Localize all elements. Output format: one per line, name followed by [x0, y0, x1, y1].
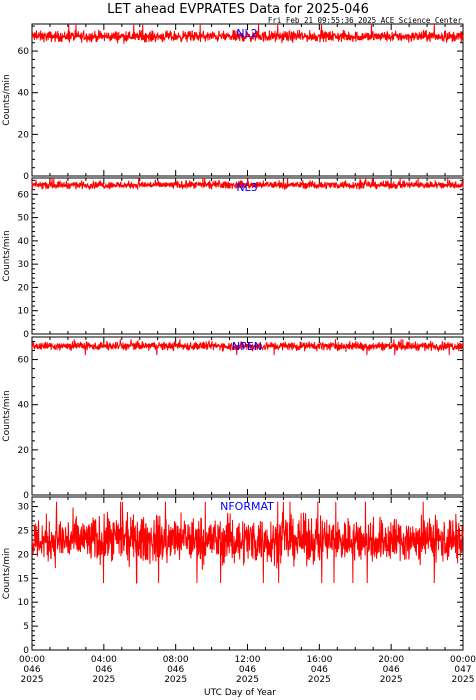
panel-nformat: 0 5 10 15 20 25 30 Counts/min NFORMAT — [2, 496, 464, 656]
x-tick-line: 2025 — [164, 675, 187, 685]
y-tick-label: 60 — [18, 47, 30, 57]
y-tick-label: 40 — [18, 237, 30, 247]
x-tick-line: 2025 — [308, 675, 331, 685]
plot-frame — [31, 177, 464, 335]
panel-nl2: 0 20 40 60 Counts/min NL2 — [2, 23, 464, 182]
x-tick-line: 047 — [454, 665, 471, 675]
y-tick-label: 20 — [18, 130, 30, 140]
x-tick-line: 2025 — [236, 675, 259, 685]
y-tick-label: 50 — [18, 214, 30, 224]
y-tick-label: 10 — [18, 307, 30, 317]
y-tick-label: 0 — [23, 646, 29, 656]
x-tick-line: 046 — [23, 665, 40, 675]
panel-nl3: 0 10 20 30 40 50 60 Counts/min NL3 — [2, 177, 464, 340]
timestamp: Fri Feb 21 09:55:36 2025 ACE Science Cen… — [268, 16, 463, 25]
y-tick-label: 30 — [18, 503, 30, 513]
x-tick-line: 00:00 — [450, 655, 476, 665]
y-tick-label: 60 — [18, 190, 30, 200]
panel-label: NFORMAT — [220, 500, 274, 513]
y-tick-label: 40 — [18, 89, 30, 99]
x-tick-line: 2025 — [21, 675, 44, 685]
x-tick-line: 2025 — [92, 675, 115, 685]
y-tick-label: 0 — [23, 330, 29, 340]
x-tick-line: 046 — [383, 665, 400, 675]
panel-label: NL3 — [236, 181, 257, 194]
x-tick-line: 046 — [167, 665, 184, 675]
panel-label: NPEN — [232, 340, 262, 353]
panels: 0204060Counts/minNL20102030405060Counts/… — [2, 23, 464, 656]
panel-label: NL2 — [236, 27, 257, 40]
x-tick-line: 2025 — [452, 675, 475, 685]
x-tick-line: 2025 — [380, 675, 403, 685]
series-line-npen — [31, 339, 464, 356]
panel-npen: 0 20 40 60 Counts/min NPEN — [2, 336, 464, 501]
y-tick-label: 10 — [18, 598, 30, 608]
x-axis-title: UTC Day of Year — [204, 688, 276, 698]
plot-frame — [31, 23, 464, 177]
y-tick-label: 0 — [23, 491, 29, 501]
x-tick-line: 046 — [95, 665, 112, 675]
x-tick-line: 046 — [311, 665, 328, 675]
y-tick-label: 60 — [18, 356, 30, 366]
y-axis-title: Counts/min — [2, 74, 12, 125]
y-tick-label: 40 — [18, 401, 30, 411]
x-tick-line: 12:00 — [235, 655, 261, 665]
y-tick-label: 25 — [18, 526, 29, 536]
y-tick-label: 5 — [23, 622, 29, 632]
y-tick-label: 20 — [18, 550, 30, 560]
plot-frame — [31, 336, 464, 496]
series-line-nl3 — [31, 177, 464, 190]
chart-title: LET ahead EVPRATES Data for 2025-046 — [107, 2, 369, 17]
series-line-nformat — [31, 501, 464, 584]
x-tick-line: 046 — [239, 665, 256, 675]
y-axis-title: Counts/min — [2, 548, 12, 599]
y-tick-label: 20 — [18, 283, 30, 293]
plot-frame — [31, 496, 464, 651]
x-tick-line: 04:00 — [91, 655, 117, 665]
y-tick-label: 0 — [23, 172, 29, 182]
x-axis-labels: 00:00046202504:00046202508:00046202512:0… — [19, 655, 476, 685]
y-tick-label: 15 — [18, 574, 29, 584]
y-tick-label: 20 — [18, 446, 30, 456]
x-tick-line: 08:00 — [163, 655, 189, 665]
y-axis-title: Counts/min — [2, 230, 12, 281]
y-tick-label: 30 — [18, 260, 30, 270]
y-axis-title: Counts/min — [2, 390, 12, 441]
x-tick-line: 16:00 — [306, 655, 332, 665]
series-line-nl2 — [31, 23, 464, 44]
x-tick-line: 20:00 — [378, 655, 404, 665]
x-tick-line: 00:00 — [19, 655, 45, 665]
